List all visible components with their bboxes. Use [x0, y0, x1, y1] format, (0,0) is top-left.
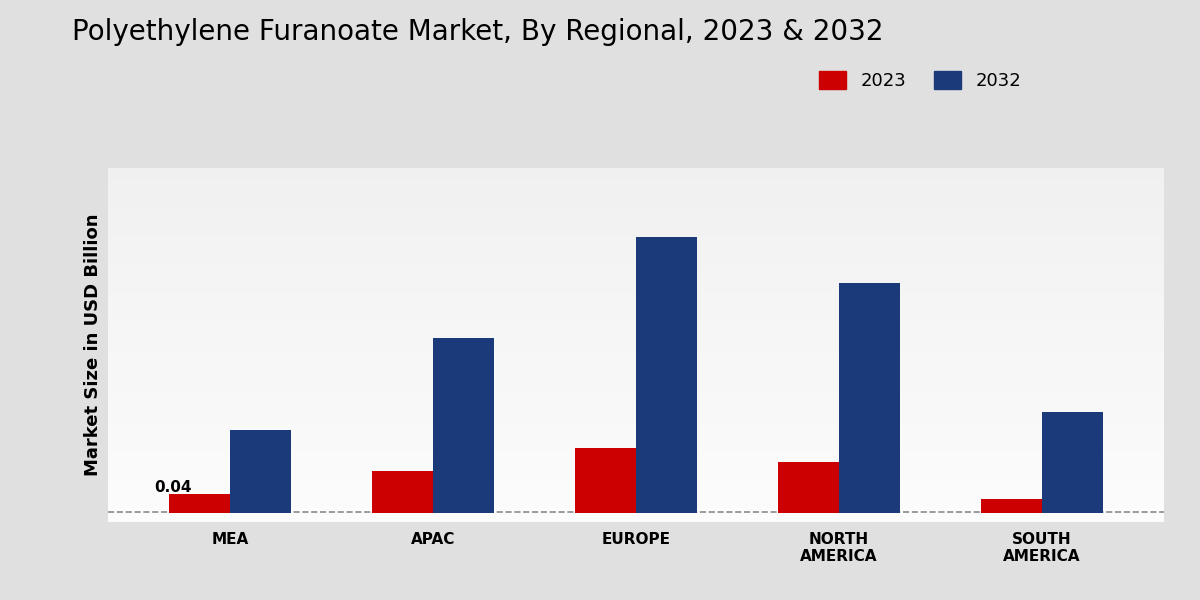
Text: Polyethylene Furanoate Market, By Regional, 2023 & 2032: Polyethylene Furanoate Market, By Region…	[72, 18, 883, 46]
Bar	[778, 462, 839, 513]
Bar	[433, 338, 494, 513]
Y-axis label: Market Size in USD Billion: Market Size in USD Billion	[84, 214, 102, 476]
Bar	[1042, 412, 1103, 513]
Bar	[636, 237, 697, 513]
Text: 0.04: 0.04	[155, 480, 192, 495]
Bar	[169, 494, 230, 513]
Legend: 2023, 2032: 2023, 2032	[812, 64, 1028, 98]
Bar	[575, 448, 636, 513]
Bar	[839, 283, 900, 513]
Bar	[372, 472, 433, 513]
Bar	[982, 499, 1042, 513]
Bar	[230, 430, 290, 513]
